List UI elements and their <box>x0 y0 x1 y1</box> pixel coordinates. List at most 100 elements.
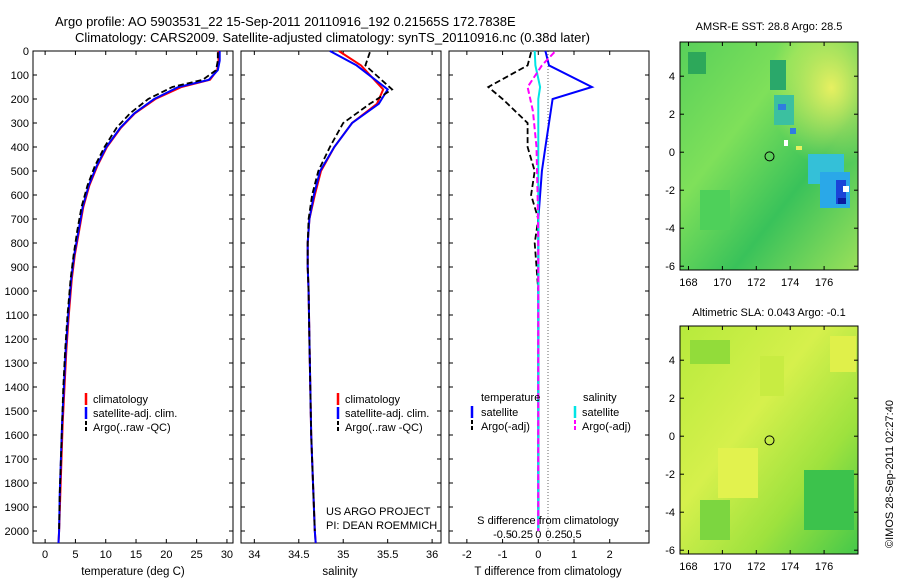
sst-map-field <box>680 42 858 270</box>
x-tick-label: -1 <box>498 549 508 561</box>
temperature-panel: 0100200300400500600700800900100011001200… <box>5 46 234 578</box>
depth-tick-label: 1400 <box>5 382 29 394</box>
depth-tick-label: 1600 <box>5 430 29 442</box>
salinity-panel: 34 34.5 35 35.5 36 salinity climatology sate… <box>240 50 442 578</box>
t-difference-axis-label: T difference from climatology <box>474 566 621 578</box>
map-y-tick-label: -2 <box>665 469 675 481</box>
copyright-stamp: ©IMOS 28-Sep-2011 02:27:40 <box>884 400 896 548</box>
map-y-tick-label: -4 <box>665 507 675 519</box>
series-argo-raw-qc <box>58 52 219 532</box>
depth-tick-label: 100 <box>11 70 29 82</box>
salinity-axis-label: salinity <box>322 566 357 578</box>
series-salinity-argo-adj <box>526 51 556 531</box>
argo-position-marker <box>764 151 775 162</box>
series-argo-raw-qc <box>306 51 394 532</box>
sst-map-frame <box>679 41 859 271</box>
legend-argo-label: Argo(..raw -QC) <box>345 422 423 434</box>
legend-salinity-title: salinity <box>583 392 617 404</box>
legend-s-argo-label: Argo(-adj) <box>582 421 631 433</box>
depth-tick-label: 300 <box>11 118 29 130</box>
salinity-plot-frame <box>240 50 442 544</box>
temperature-profile-lines <box>57 51 221 544</box>
sla-map-field <box>680 326 858 554</box>
map-x-tick-label: 170 <box>713 561 731 573</box>
depth-tick-label: 2000 <box>5 526 29 538</box>
s-difference-title: S difference from climatology <box>477 515 619 527</box>
x-tick-label: -2 <box>462 549 472 561</box>
legend-climatology-label: climatology <box>93 394 149 406</box>
depth-tick-label: 800 <box>11 238 29 250</box>
difference-legend: temperature satellite Argo(-adj) salinit… <box>470 392 631 433</box>
depth-tick-label: 1000 <box>5 286 29 298</box>
salinity-axis-ticks: 34 34.5 35 35.5 36 <box>248 51 438 561</box>
map-y-tick-label: 0 <box>669 431 675 443</box>
salinity-depth-ticks <box>241 50 441 532</box>
map-x-tick-label: 176 <box>815 561 833 573</box>
legend-t-satellite-label: satellite <box>481 407 518 419</box>
map-x-tick-label: 176 <box>815 277 833 289</box>
map-y-tick-label: 4 <box>669 355 675 367</box>
difference-depth-ticks <box>449 50 649 532</box>
x-tick-label: 10 <box>100 549 112 561</box>
difference-profile-lines <box>486 50 595 531</box>
t-difference-axis-ticks: -2 -1 0 1 2 <box>462 51 613 561</box>
sst-map: AMSR-E SST: 28.8 Argo: 28.5 168 170 172 174… <box>665 21 859 289</box>
map-y-tick-label: 4 <box>669 71 675 83</box>
depth-tick-label: 0 <box>23 46 29 58</box>
map-x-tick-label: 168 <box>679 277 697 289</box>
x-tick-label: 1 <box>571 549 577 561</box>
temperature-plot-frame <box>32 50 234 544</box>
legend-satellite-label: satellite-adj. clim. <box>345 408 429 420</box>
difference-panel: -2 -1 0 1 2 -0.5-0.25 0 0.25 0.5 T difference f… <box>448 50 650 578</box>
x-tick-label: 35.5 <box>377 549 398 561</box>
x-tick-label: 34.5 <box>288 549 309 561</box>
s-difference-axis-ticks: -0.5-0.25 0 0.25 0.5 <box>493 529 582 541</box>
legend-satellite-label: satellite-adj. clim. <box>93 408 177 420</box>
depth-tick-label: 1900 <box>5 502 29 514</box>
map-x-tick-label: 170 <box>713 277 731 289</box>
salinity-profile-lines <box>306 50 394 544</box>
depth-tick-label: 900 <box>11 262 29 274</box>
map-y-tick-label: -2 <box>665 185 675 197</box>
pi-note: PI: DEAN ROEMMICH <box>326 520 437 532</box>
x-tick-label: 2 <box>607 549 613 561</box>
depth-axis-ticks: 0 100 200 300 400 500 600 700 800 900 1000 1100 1200… <box>5 46 233 538</box>
sla-map-frame <box>679 325 859 555</box>
sla-map-title: Altimetric SLA: 0.043 Argo: -0.1 <box>692 307 845 319</box>
temperature-legend: climatology satellite-adj. clim. Argo(..… <box>84 393 177 434</box>
x-tick-label: 0 <box>42 549 48 561</box>
depth-tick-label: 200 <box>11 94 29 106</box>
s-tick-label: -0.5 <box>493 529 512 541</box>
s-tick-label: -0.25 <box>508 529 533 541</box>
sla-map: Altimetric SLA: 0.043 Argo: -0.1 168 170 1… <box>665 307 859 573</box>
depth-tick-label: 1100 <box>5 310 29 322</box>
legend-temperature-title: temperature <box>481 392 540 404</box>
depth-tick-label: 1300 <box>5 358 29 370</box>
map-y-tick-label: -6 <box>665 545 675 557</box>
x-tick-label: 35 <box>337 549 349 561</box>
s-tick-label: 0.25 <box>545 529 566 541</box>
depth-tick-label: 1800 <box>5 478 29 490</box>
x-tick-label: 25 <box>191 549 203 561</box>
map-x-tick-label: 174 <box>781 277 799 289</box>
x-tick-label: 20 <box>160 549 172 561</box>
map-y-tick-label: 2 <box>669 393 675 405</box>
map-x-tick-label: 172 <box>747 277 765 289</box>
map-y-tick-label: 0 <box>669 147 675 159</box>
depth-tick-label: 500 <box>11 166 29 178</box>
map-y-tick-label: -4 <box>665 223 675 235</box>
map-y-tick-label: 2 <box>669 109 675 121</box>
sst-map-title: AMSR-E SST: 28.8 Argo: 28.5 <box>696 21 843 33</box>
x-tick-label: 5 <box>72 549 78 561</box>
depth-tick-label: 600 <box>11 190 29 202</box>
depth-tick-label: 400 <box>11 142 29 154</box>
legend-argo-label: Argo(..raw -QC) <box>93 422 171 434</box>
depth-tick-label: 1200 <box>5 334 29 346</box>
depth-tick-label: 700 <box>11 214 29 226</box>
map-x-tick-label: 174 <box>781 561 799 573</box>
map-y-tick-label: -6 <box>665 261 675 273</box>
legend-t-argo-label: Argo(-adj) <box>481 421 530 433</box>
sst-map-axis-ticks: 168 170 172 174 176 4 2 0 -2 -4 -6 <box>665 42 858 289</box>
map-x-tick-label: 172 <box>747 561 765 573</box>
